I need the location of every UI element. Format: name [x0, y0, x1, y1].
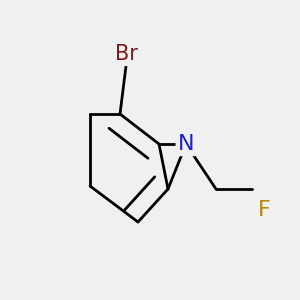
Text: F: F: [258, 200, 270, 220]
Text: N: N: [178, 134, 194, 154]
Text: Br: Br: [115, 44, 137, 64]
